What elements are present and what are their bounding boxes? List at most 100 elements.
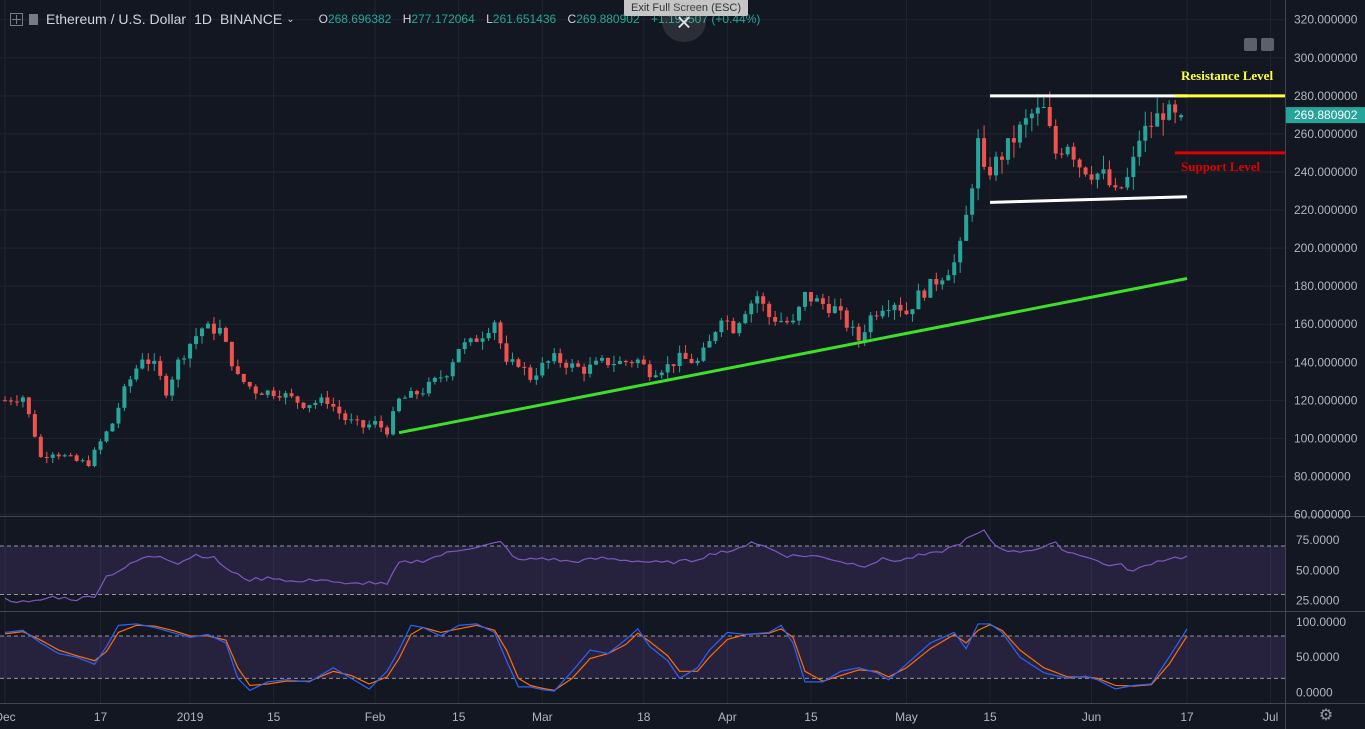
collapse-pane-icon[interactable] (1244, 38, 1257, 51)
price-tick-label: 120.000000 (1294, 393, 1358, 407)
price-tick-label: 60.000000 (1294, 508, 1351, 522)
candle (271, 386, 276, 400)
candle-body (26, 397, 31, 415)
candle (1173, 99, 1178, 124)
candle-body (862, 332, 867, 341)
candle (952, 254, 957, 284)
candle (1155, 97, 1160, 127)
candle-body (295, 396, 300, 403)
candle-body (659, 372, 664, 376)
candle-body (582, 366, 587, 374)
candle (647, 360, 652, 381)
candle (122, 383, 127, 412)
candle-body (791, 320, 796, 323)
candle-body (1131, 156, 1136, 177)
candle-body (928, 278, 933, 298)
candle (1035, 93, 1040, 126)
candle (773, 311, 778, 326)
candle (546, 360, 551, 369)
time-tick-label: 17 (94, 710, 108, 724)
gear-icon[interactable]: ⚙ (1318, 707, 1334, 724)
candle (259, 392, 264, 395)
candle-body (438, 377, 443, 379)
candle (611, 355, 616, 372)
candle (892, 302, 897, 320)
expand-icon[interactable] (10, 12, 23, 26)
candle (170, 376, 175, 402)
candle-body (200, 328, 205, 337)
candle-body (504, 343, 509, 362)
candle-body (874, 315, 879, 317)
candle-body (1011, 138, 1016, 143)
candle-body (719, 320, 724, 333)
candle-body (988, 166, 993, 176)
exit-fullscreen-button[interactable]: Exit Full Screen (ESC) (624, 0, 748, 16)
candle-body (1167, 104, 1172, 120)
candle (761, 292, 766, 312)
candle (570, 359, 575, 373)
candle (1083, 166, 1088, 177)
candle-body (564, 362, 569, 368)
close-label: C (567, 12, 577, 26)
candle-body (1017, 124, 1022, 143)
candle (307, 404, 312, 413)
exchange-label[interactable]: BINANCE (219, 11, 283, 27)
candle (552, 348, 557, 365)
candle-body (623, 360, 628, 363)
candle (277, 390, 282, 401)
candle-body (1041, 107, 1046, 109)
candle-body (355, 419, 360, 421)
candle (361, 419, 366, 434)
candle (385, 425, 390, 438)
symbol-name[interactable]: Ethereum / U.S. Dollar (46, 11, 187, 27)
rsi-band-fill (0, 546, 1285, 595)
candle-body (450, 362, 455, 377)
candle-body (116, 407, 121, 424)
candle (826, 295, 831, 318)
time-tick-label: May (895, 710, 918, 724)
time-tick-label: Apr (718, 710, 737, 724)
candle (128, 375, 133, 393)
maximize-pane-icon[interactable] (1261, 38, 1274, 51)
symbol-square-icon (29, 13, 38, 25)
candle-body (188, 343, 193, 359)
candle-body (743, 314, 748, 324)
candle (594, 357, 599, 366)
price-tick-label: 180.000000 (1294, 279, 1358, 293)
candle-body (797, 306, 802, 321)
candle-body (1137, 140, 1142, 157)
candle-body (1059, 153, 1064, 155)
candle (1119, 186, 1124, 190)
candle-body (749, 303, 754, 315)
candle-body (68, 455, 73, 457)
close-fullscreen-icon[interactable]: × (662, 2, 706, 42)
interval-label[interactable]: 1D (194, 11, 212, 27)
candle-body (134, 368, 139, 380)
candle (325, 390, 330, 409)
candle-body (755, 296, 760, 304)
candle (982, 125, 987, 171)
candle (229, 341, 234, 371)
candle-body (701, 347, 706, 361)
high-label: H (402, 12, 412, 26)
candle-body (528, 367, 533, 380)
candle-body (158, 360, 163, 376)
candle-body (98, 441, 103, 450)
candle-body (92, 449, 97, 467)
candle (74, 453, 79, 462)
candle-body (1119, 187, 1124, 189)
candle-body (271, 390, 276, 397)
candle (1095, 172, 1100, 189)
chevron-down-icon[interactable]: ⌄ (286, 13, 295, 25)
time-tick-label: 15 (267, 710, 281, 724)
candle-body (665, 364, 670, 373)
candle-body (205, 323, 210, 329)
candle (44, 451, 49, 464)
candle (600, 355, 604, 363)
candle-body (86, 460, 91, 467)
candle (414, 389, 419, 400)
candle (420, 387, 425, 397)
candle (1059, 148, 1064, 159)
candle-body (74, 455, 79, 461)
